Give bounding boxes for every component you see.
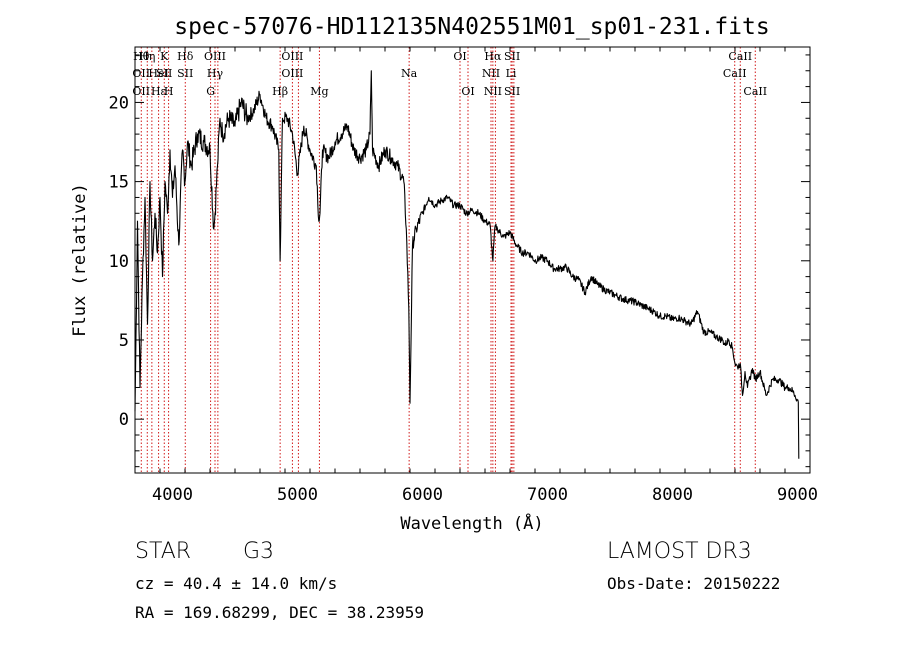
spectral-line-label: SII [504, 85, 520, 98]
spectral-line-label: Hα [484, 50, 502, 63]
spectral-line-label: NII [484, 85, 502, 98]
spectral-line-label: SII [156, 67, 172, 80]
spectral-line-label: OII [132, 67, 150, 80]
spectral-line-label: Hβ [272, 85, 288, 98]
spectral-line-label: Hη [139, 50, 155, 63]
x-tick-label: 4000 [152, 485, 193, 505]
y-tick-label: 0 [119, 410, 129, 430]
survey-name: LAMOST DR3 [607, 539, 752, 564]
spectral-line-label: NII [482, 67, 500, 80]
spectral-line-markers [140, 47, 756, 473]
spectral-line-label: H [164, 85, 174, 98]
y-tick-label: 15 [109, 173, 129, 193]
spectral-line-label: Mg [310, 85, 328, 98]
spectrum-line [134, 70, 800, 459]
x-tick-label: 6000 [402, 485, 443, 505]
y-axis: 0 5 10 15 20 [109, 54, 810, 468]
spectral-line-label: CaII [728, 50, 752, 63]
spectral-line-label: CaII [723, 67, 747, 80]
spectral-line-label: G [206, 85, 215, 98]
x-tick-label: 9000 [777, 485, 818, 505]
spectral-line-label: OII [132, 85, 150, 98]
object-class: STAR [135, 539, 192, 564]
spectral-line-label: Na [401, 67, 418, 80]
spectral-line-label: Hθ [133, 50, 150, 63]
y-tick-label: 10 [109, 252, 129, 272]
spectral-line-label: Li [506, 67, 517, 80]
spectral-line-label: HeI [148, 67, 168, 80]
x-tick-label: 7000 [527, 485, 568, 505]
coordinates: RA = 169.68299, DEC = 38.23959 [135, 603, 424, 622]
y-tick-label: 5 [119, 331, 129, 351]
x-tick-label: 8000 [652, 485, 693, 505]
spectral-line-label: Hγ [207, 67, 224, 80]
spectral-line-labels: HθOIIOIIHηHeIHεKSIIHHδSIIGOIIIHγHβOIIIOI… [132, 50, 767, 98]
subclass: G3 [243, 539, 275, 564]
x-axis-label: Wavelength (Å) [400, 512, 543, 534]
redshift-cz: cz = 40.4 ± 14.0 km/s [135, 574, 338, 593]
spectral-line-label: K [160, 50, 169, 63]
spectral-line-label: OI [453, 50, 466, 63]
spectral-line-label: SII [177, 67, 193, 80]
spectral-line-label: OIII [204, 50, 226, 63]
spectral-line-label: OIII [281, 67, 303, 80]
spectral-line-label: SII [504, 50, 520, 63]
spectral-line-label: Hδ [177, 50, 194, 63]
spectral-line-label: Hε [151, 85, 167, 98]
spectral-line-label: OIII [281, 50, 303, 63]
obs-date: Obs-Date: 20150222 [607, 574, 781, 593]
x-axis: 4000 5000 6000 7000 8000 9000 [134, 47, 818, 505]
spectral-line-label: OI [461, 85, 474, 98]
y-tick-label: 20 [109, 93, 129, 113]
plot-frame [134, 46, 811, 474]
chart-title: spec-57076-HD112135N402551M01_sp01-231.f… [174, 14, 769, 40]
x-tick-label: 5000 [277, 485, 318, 505]
y-axis-label: Flux (relative) [70, 183, 90, 337]
spectral-line-label: CaII [743, 85, 767, 98]
